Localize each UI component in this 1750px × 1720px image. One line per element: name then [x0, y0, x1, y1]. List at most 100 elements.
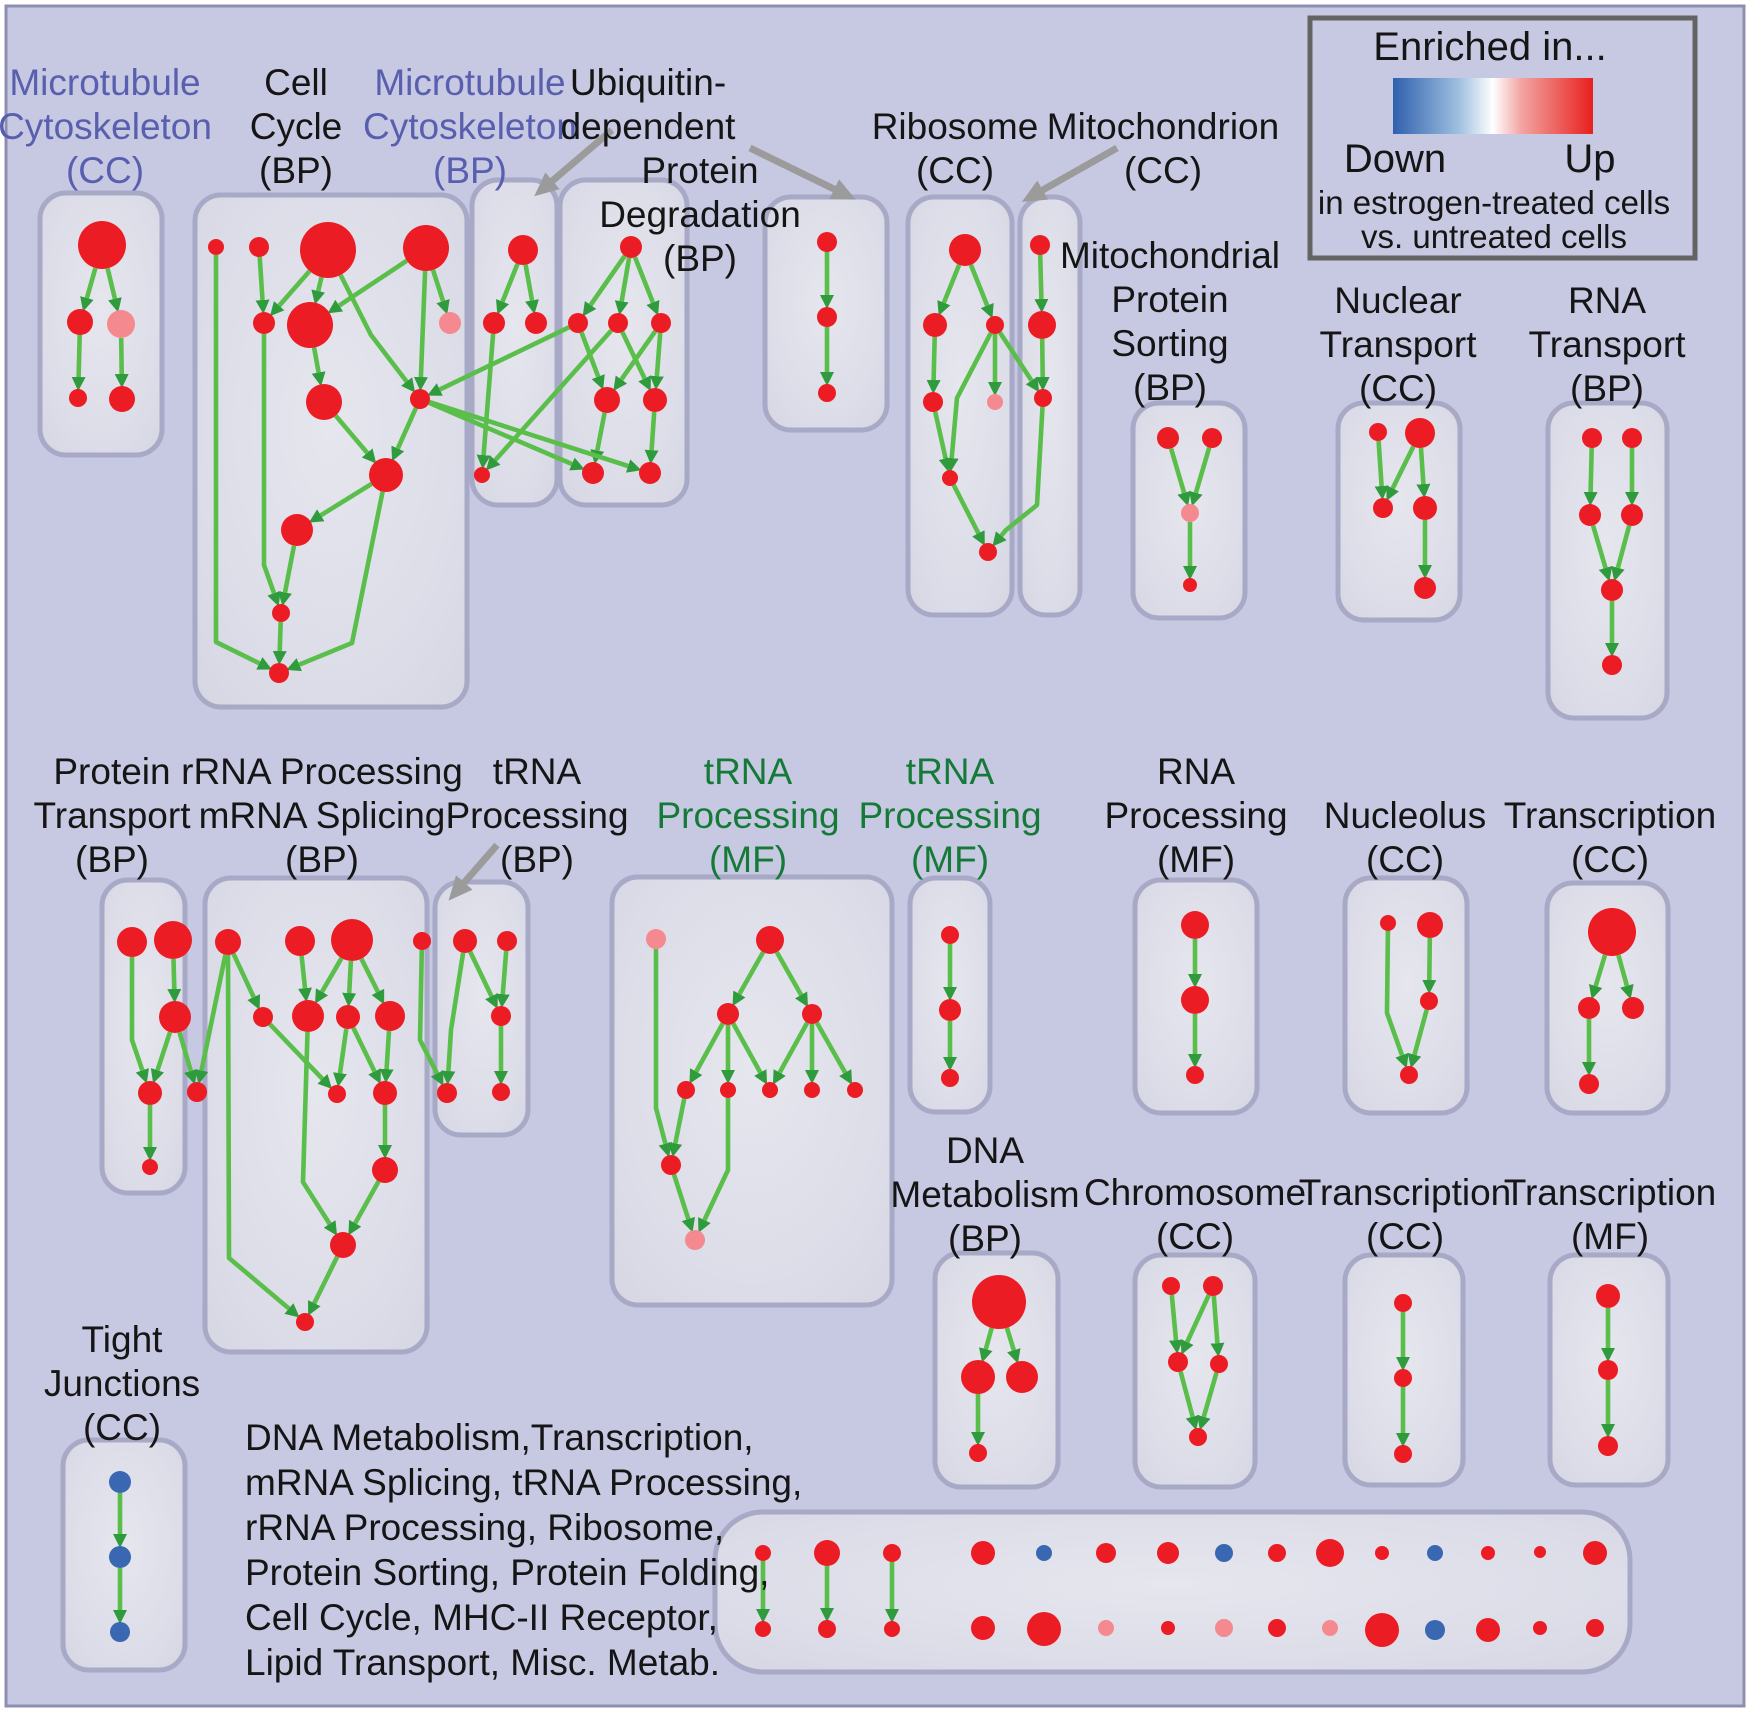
label-line: rRNA Processing	[181, 751, 463, 792]
edge-mb1-mb2	[495, 263, 520, 315]
label-line: tRNA	[906, 751, 995, 792]
edge-nu2-nu3	[1422, 937, 1437, 994]
node-transcription-cc-upper-tc4	[1579, 1074, 1599, 1094]
edge-rb1-rb2	[937, 264, 962, 316]
node-nucleolus-cc-nu3	[1420, 992, 1438, 1010]
node-mixed-bottom-bx4t	[971, 1541, 995, 1565]
edge-dm1-dm3	[1004, 1327, 1021, 1364]
edge-mt3-rb7	[992, 406, 1045, 547]
edge-tb1-tb4	[441, 952, 466, 1085]
edge-mt1-mt2	[1034, 254, 1049, 313]
edge-ubc-ubd	[613, 329, 658, 391]
edge-mc2-mc4	[71, 334, 86, 391]
cluster-box-rrna-processing-mrna-splicing-bp	[202, 875, 430, 1355]
edge-cc3-cc6	[311, 276, 326, 305]
edge-cc2-cc5	[255, 256, 270, 314]
label-line: tRNA	[704, 751, 793, 792]
node-microtubule-cytoskeleton-bp-mb2	[483, 312, 505, 334]
edge-ch1-ch3	[1169, 1294, 1183, 1355]
node-dna-metabolism-bp-dm2	[961, 1360, 995, 1394]
node-rrna-processing-mrna-splicing-bp-rr10	[373, 1081, 397, 1105]
node-rrna-processing-mrna-splicing-bp-rr8	[375, 1001, 405, 1031]
node-trna-processing-mf-large-tm9	[847, 1082, 863, 1098]
edge-nt2-nt4	[1416, 447, 1431, 499]
node-ribosome-cc-rb1	[949, 234, 981, 266]
edge-mb1-mb3	[523, 264, 539, 315]
label-line: RNA	[1568, 280, 1646, 321]
label-mixed-cluster-list: DNA Metabolism,Transcription, mRNA Splici…	[245, 1417, 802, 1683]
node-transcription-cc-lower-t22	[1394, 1369, 1412, 1387]
node-trna-processing-mf-large-tm2	[756, 926, 784, 954]
node-rrna-processing-mrna-splicing-bp-rr6	[292, 1000, 324, 1032]
node-transcription-cc-upper-tc3	[1622, 997, 1644, 1019]
label-ribosome-cc: Ribosome (CC)	[872, 106, 1039, 191]
edge-cc6-cc8	[311, 347, 326, 387]
node-cell-cycle-bp-cc4	[403, 225, 449, 271]
label-line: (BP)	[285, 839, 359, 880]
label-line: Processing	[445, 795, 628, 836]
node-mitochondrial-protein-sorting-bp-ms2	[1202, 428, 1222, 448]
node-ubiquitin-dependent-protein-degradation-bp-ubc	[651, 313, 671, 333]
node-rrna-processing-mrna-splicing-bp-rr13	[296, 1313, 314, 1331]
label-transcription-mf: Transcription (MF)	[1504, 1172, 1716, 1257]
node-transcription-mf-t32	[1598, 1360, 1618, 1380]
node-ubiquitin-dependent-protein-degradation-bp-2-u23	[818, 384, 836, 402]
cluster-box-nucleolus-cc	[1342, 875, 1470, 1116]
edge-rr3-rr8	[359, 957, 385, 1005]
label-line: (MF)	[1571, 1216, 1649, 1257]
label-line: Ubiquitin-	[570, 62, 726, 103]
edge-cc10-cc11	[308, 481, 373, 523]
node-mixed-bottom-bx12b	[1425, 1620, 1445, 1640]
edge-ms2-ms3	[1189, 446, 1212, 507]
node-dna-metabolism-bp-dm4	[969, 1444, 987, 1462]
cluster-box-chromosome-cc	[1132, 1252, 1258, 1490]
edge-uba-cc9	[427, 325, 570, 396]
node-rrna-processing-mrna-splicing-bp-rr4	[413, 932, 431, 950]
node-mixed-bottom-bx5t	[1036, 1545, 1052, 1561]
edge-tc1-tc2	[1588, 954, 1608, 1000]
label-line: Transcription	[1504, 1172, 1716, 1213]
edge-ch3-ch5	[1178, 1371, 1200, 1431]
edge-cc3-cc5	[269, 269, 312, 317]
edge-rr4-tb4	[417, 949, 444, 1086]
node-mitochondrion-cc-mt2	[1028, 311, 1056, 339]
node-ubiquitin-dependent-protein-degradation-bp-ubd	[594, 387, 620, 413]
cluster-box-protein-transport-bp	[99, 877, 188, 1196]
edge-tm1-tm10	[653, 949, 673, 1158]
node-microtubule-cytoskeleton-bp-mb1	[508, 235, 538, 265]
node-ubiquitin-dependent-protein-degradation-bp-ube	[643, 388, 667, 412]
node-trna-processing-bp-tb2	[497, 931, 517, 951]
node-trna-processing-mf-small-tn3	[941, 1069, 959, 1087]
label-transcription-cc-1: Transcription (CC)	[1504, 795, 1716, 880]
edge-nu3-nu4	[1407, 1009, 1429, 1069]
node-transcription-cc-lower-t21	[1394, 1294, 1412, 1312]
label-line: (MF)	[911, 839, 989, 880]
edge-ch4-ch5	[1197, 1371, 1219, 1431]
edge-nu1-nu4	[1384, 930, 1409, 1069]
label-line: (BP)	[663, 238, 737, 279]
edge-rb3-rb6	[944, 331, 993, 473]
node-rrna-processing-mrna-splicing-bp-rr5	[253, 1007, 273, 1027]
node-mitochondrion-cc-mt3	[1034, 389, 1052, 407]
label-rna-transport-bp: RNA Transport (BP)	[1529, 280, 1687, 409]
label-line: Mitochondrial	[1060, 235, 1280, 276]
edge-nt2-nt3	[1386, 445, 1416, 501]
node-trna-processing-mf-large-tm5	[677, 1081, 695, 1099]
node-cell-cycle-bp-cc13	[269, 663, 289, 683]
edge-tm3-tm5	[689, 1022, 725, 1084]
node-trna-processing-mf-large-tm4	[802, 1004, 822, 1024]
node-rrna-processing-mrna-splicing-bp-rr12	[330, 1232, 356, 1258]
node-ribosome-cc-rb3	[986, 316, 1004, 334]
edge-rr1-rr13	[225, 954, 300, 1318]
label-line: Transcription	[1504, 795, 1716, 836]
node-protein-transport-bp-pt2	[154, 921, 192, 959]
cluster-box-mixed-bottom	[712, 1509, 1633, 1675]
edge-tm4-tm7	[772, 1021, 810, 1085]
label-line: Metabolism	[890, 1174, 1079, 1215]
label-mitochondrial-protein-sorting-bp: Mitochondrial Protein Sorting (BP)	[1060, 235, 1280, 408]
node-chromosome-cc-ch2	[1203, 1276, 1223, 1296]
node-mixed-bottom-bx2t	[814, 1540, 840, 1566]
edge-rr12-rr13	[308, 1255, 340, 1316]
